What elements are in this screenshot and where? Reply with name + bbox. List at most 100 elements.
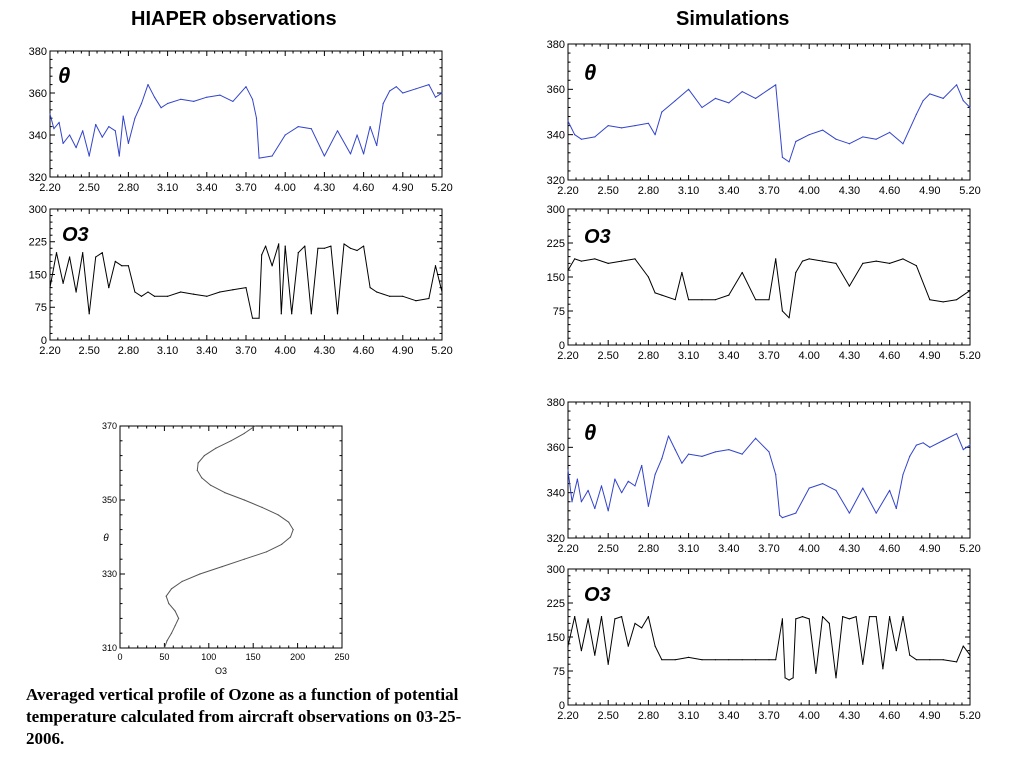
data-point <box>956 661 958 663</box>
data-point <box>181 580 183 582</box>
data-point <box>909 654 911 656</box>
series-line <box>567 258 971 319</box>
data-point <box>895 650 897 652</box>
data-point <box>330 245 332 247</box>
data-point <box>389 90 391 92</box>
data-point <box>654 473 656 476</box>
data-point <box>163 647 165 649</box>
data-point <box>108 287 110 289</box>
data-point <box>902 258 904 260</box>
data-point <box>82 130 84 132</box>
data-point <box>808 487 810 489</box>
data-point <box>969 106 971 109</box>
x-tick-label: 3.70 <box>758 543 779 555</box>
data-point <box>784 677 786 679</box>
data-point <box>768 299 770 301</box>
data-point <box>574 258 576 260</box>
data-point <box>166 640 168 642</box>
x-tick-label: 4.90 <box>392 182 413 194</box>
data-point <box>199 573 201 575</box>
panel-label: θ <box>58 63 70 88</box>
y-tick-label: 75 <box>553 306 565 318</box>
data-point <box>168 603 170 605</box>
data-point <box>402 92 404 94</box>
data-point <box>915 659 917 661</box>
data-point <box>165 595 167 597</box>
data-point <box>82 252 84 254</box>
x-tick-label: 5.20 <box>959 185 980 197</box>
y-tick-label: 225 <box>29 237 47 249</box>
x-tick-label: 3.40 <box>196 345 217 357</box>
panel-label: O3 <box>62 224 89 246</box>
data-point <box>741 659 743 661</box>
data-point <box>215 447 217 449</box>
chart-svg: 2.20 2.50 2.80 3.10 3.40 3.70 4.00 4.30 4.60 4.90… <box>547 397 981 555</box>
data-point <box>415 300 417 302</box>
data-point <box>922 100 924 102</box>
simulations-heading: Simulations <box>676 8 790 30</box>
data-point <box>243 558 245 560</box>
data-point <box>265 245 267 247</box>
x-tick-label: 4.00 <box>274 345 295 357</box>
sim1-theta-chart: 2.20 2.50 2.80 3.10 3.40 3.70 4.00 4.30 4.60 4.90… <box>538 39 988 200</box>
data-point <box>95 123 97 126</box>
data-point <box>674 659 676 661</box>
data-point <box>58 121 60 123</box>
data-point <box>768 659 770 661</box>
data-point <box>193 293 195 295</box>
data-point <box>261 254 263 256</box>
data-point <box>779 514 781 516</box>
data-point <box>122 115 124 117</box>
data-point <box>170 588 173 590</box>
x-tick-label: 4.60 <box>879 710 900 722</box>
data-point <box>929 446 931 448</box>
y-tick-label: 150 <box>547 272 565 284</box>
x-tick-label: 3.40 <box>718 543 739 555</box>
data-point <box>875 260 877 262</box>
data-point <box>889 262 891 264</box>
data-point <box>781 156 783 158</box>
data-point <box>310 313 312 315</box>
data-point <box>862 262 864 264</box>
x-tick-label: 3.10 <box>678 543 699 555</box>
data-point <box>587 618 589 620</box>
data-point <box>118 155 120 157</box>
data-point <box>855 616 857 618</box>
data-point <box>291 313 293 315</box>
data-point <box>69 134 71 136</box>
data-point <box>567 120 569 122</box>
data-point <box>956 299 958 301</box>
data-point <box>614 478 616 480</box>
plot-frame <box>567 401 971 539</box>
data-point <box>902 473 904 476</box>
data-point <box>755 437 757 439</box>
data-point <box>808 258 810 260</box>
data-point <box>219 291 221 293</box>
x-tick-label: 2.80 <box>638 710 659 722</box>
data-point <box>801 616 804 618</box>
data-point <box>956 84 958 86</box>
data-point <box>574 134 576 136</box>
data-point <box>580 650 582 652</box>
sim2-theta-chart: 2.20 2.50 2.80 3.10 3.40 3.70 4.00 4.30 4.60 4.90… <box>538 397 988 558</box>
data-point <box>197 462 199 464</box>
data-point <box>674 449 676 451</box>
data-point <box>167 102 169 105</box>
data-point <box>336 130 339 132</box>
x-tick-label: 4.90 <box>919 543 940 555</box>
data-point <box>775 258 777 260</box>
data-point <box>674 299 676 301</box>
data-point <box>647 122 649 124</box>
x-tick-label: 3.40 <box>718 710 739 722</box>
data-point <box>627 480 629 482</box>
data-point <box>835 489 837 491</box>
y-tick-label: 75 <box>553 666 565 678</box>
data-point <box>728 102 730 104</box>
x-tick-label: 2.20 <box>557 710 578 722</box>
x-tick-label: 2.20 <box>39 182 60 194</box>
data-point <box>206 295 208 297</box>
data-point <box>160 107 162 109</box>
x-tick-label: 2.50 <box>78 345 99 357</box>
data-point <box>221 566 223 568</box>
data-point <box>174 610 176 612</box>
